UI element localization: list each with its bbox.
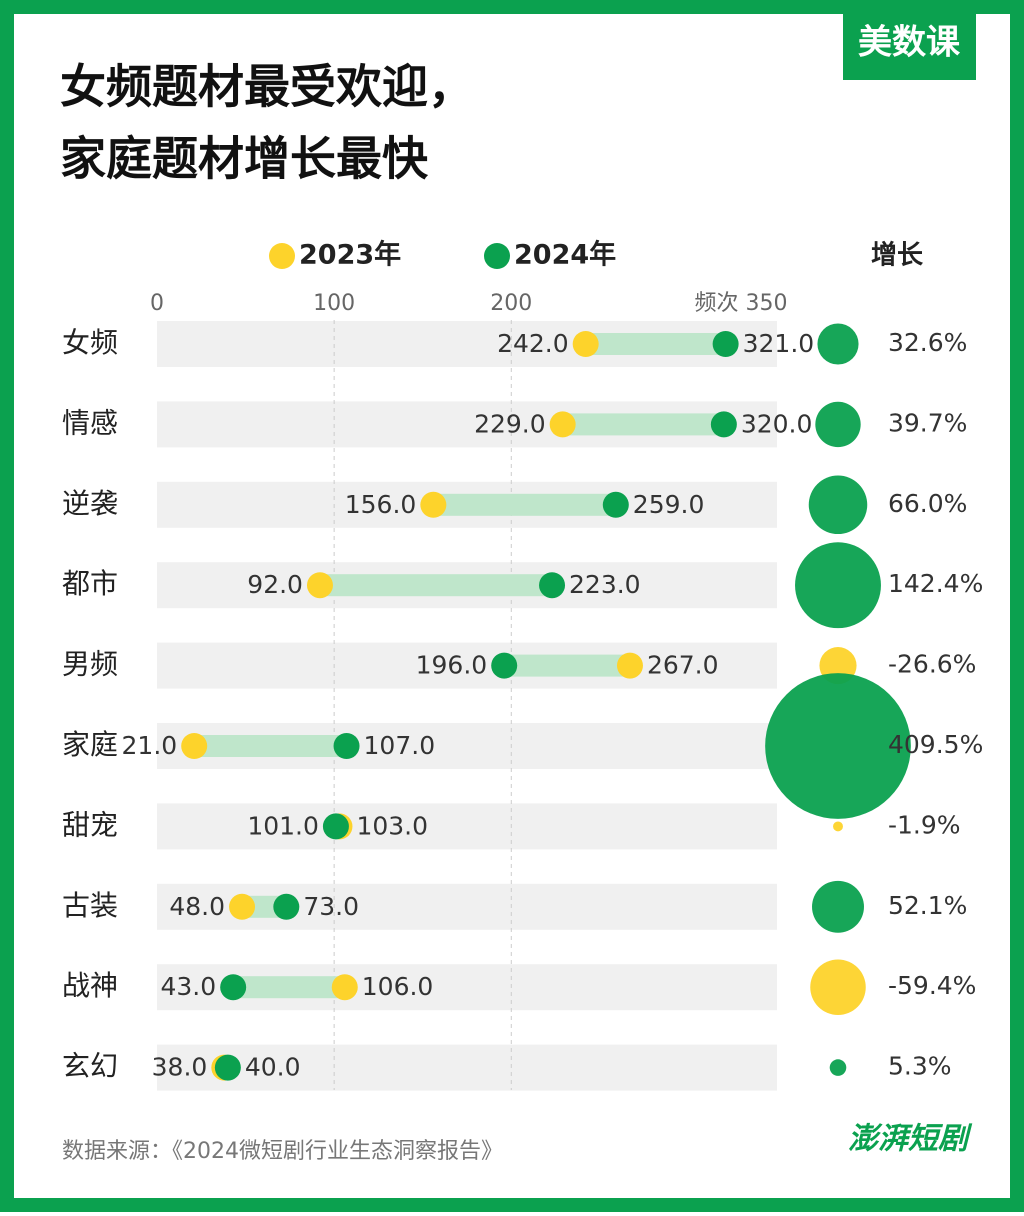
value-label: 73.0 <box>303 892 359 921</box>
growth-bubble <box>795 542 881 629</box>
dot <box>214 1054 241 1081</box>
growth-label: 66.0% <box>888 489 967 518</box>
category-label: 情感 <box>62 406 118 439</box>
legend-marker <box>484 243 510 269</box>
value-label: 320.0 <box>741 409 813 438</box>
category-label: 都市 <box>62 567 118 600</box>
dot <box>549 411 576 438</box>
growth-label: 32.6% <box>888 328 967 357</box>
dot <box>306 572 333 599</box>
value-label: 48.0 <box>169 892 225 921</box>
value-label: 229.0 <box>474 409 546 438</box>
value-label: 92.0 <box>247 570 303 599</box>
source: 数据来源：《2024微短剧行业生态洞察报告》 <box>62 1139 503 1164</box>
category-label: 男频 <box>62 648 118 681</box>
dot <box>491 652 518 679</box>
connector <box>319 574 553 597</box>
legend-label: 2024年 <box>514 239 616 271</box>
growth-label: -59.4% <box>888 971 976 1000</box>
x-tick-label: 100 <box>313 291 355 316</box>
dot <box>322 813 349 840</box>
row-band <box>157 803 777 850</box>
growth-bubble <box>829 1059 847 1076</box>
brand-box <box>843 0 976 80</box>
value-label: 21.0 <box>122 731 178 760</box>
dot <box>229 893 256 920</box>
category-label: 家庭 <box>62 728 118 761</box>
growth-header: 增长 <box>871 240 924 271</box>
growth-label: 5.3% <box>888 1052 952 1081</box>
title-line: 女频题材最受欢迎， <box>60 60 474 114</box>
value-label: 106.0 <box>362 972 434 1001</box>
growth-label: -26.6% <box>888 650 976 679</box>
growth-label: 142.4% <box>888 569 983 598</box>
connector <box>585 333 726 355</box>
value-label: 156.0 <box>345 490 417 519</box>
value-label: 259.0 <box>633 490 705 519</box>
value-label: 40.0 <box>245 1053 301 1082</box>
value-label: 321.0 <box>743 329 815 358</box>
category-label: 甜宠 <box>62 808 118 841</box>
value-label: 43.0 <box>160 972 216 1001</box>
dot <box>712 331 739 357</box>
connector <box>194 735 347 757</box>
category-label: 女频 <box>62 326 118 359</box>
value-label: 223.0 <box>569 570 641 599</box>
growth-bubble <box>808 475 868 535</box>
growth-bubble <box>815 401 861 448</box>
row-band <box>157 1044 777 1091</box>
dot <box>273 893 300 920</box>
dot <box>181 733 208 759</box>
dot <box>616 652 643 679</box>
title-line: 家庭题材增长最快 <box>60 132 429 186</box>
category-label: 逆袭 <box>62 487 118 520</box>
legend-marker <box>269 243 295 269</box>
growth-label: 52.1% <box>888 891 967 920</box>
x-tick-label: 频次 350 <box>695 291 788 316</box>
growth-label: 409.5% <box>888 730 983 759</box>
row-band <box>157 642 777 689</box>
growth-bubble <box>810 959 866 1015</box>
growth-bubble <box>765 673 911 819</box>
growth-bubble <box>833 821 843 832</box>
value-label: 101.0 <box>247 811 319 840</box>
value-label: 267.0 <box>647 651 719 680</box>
value-label: 242.0 <box>497 329 569 358</box>
value-label: 38.0 <box>152 1053 208 1082</box>
connector <box>504 654 630 677</box>
category-label: 战神 <box>62 969 118 1002</box>
dot <box>539 572 566 599</box>
growth-bubble <box>817 323 859 365</box>
value-label: 103.0 <box>356 811 428 840</box>
growth-bubble <box>812 880 864 933</box>
brand: 美数课 <box>858 23 961 63</box>
value-label: 196.0 <box>416 651 488 680</box>
connector <box>562 413 724 436</box>
logo: 澎湃短剧 <box>848 1122 973 1157</box>
x-tick-label: 200 <box>490 291 532 316</box>
connector <box>233 976 345 999</box>
dot <box>602 491 629 518</box>
legend-label: 2023年 <box>299 239 401 271</box>
category-label: 古装 <box>62 889 118 922</box>
dot <box>420 491 447 518</box>
dot <box>710 411 737 438</box>
connector <box>433 493 616 516</box>
dot <box>572 331 599 357</box>
dot <box>331 974 358 1001</box>
dot <box>333 733 360 759</box>
category-label: 玄幻 <box>62 1050 118 1083</box>
x-tick-label: 0 <box>150 291 164 316</box>
value-label: 107.0 <box>364 731 436 760</box>
growth-label: 39.7% <box>888 408 967 437</box>
growth-label: -1.9% <box>888 810 961 839</box>
dot <box>220 974 247 1001</box>
